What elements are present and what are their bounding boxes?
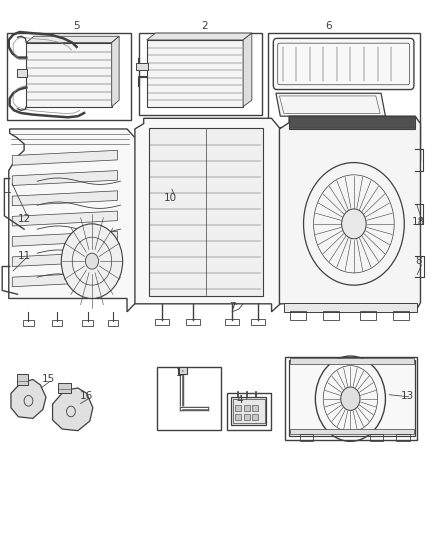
Text: 8: 8 xyxy=(415,256,422,266)
FancyBboxPatch shape xyxy=(273,38,414,90)
Polygon shape xyxy=(12,150,117,165)
Text: 5: 5 xyxy=(73,21,80,31)
Bar xyxy=(396,434,410,441)
Bar xyxy=(290,311,306,320)
Bar xyxy=(52,320,62,326)
Text: 6: 6 xyxy=(325,21,332,31)
Text: 4: 4 xyxy=(237,395,244,405)
Polygon shape xyxy=(26,43,112,107)
Bar xyxy=(370,434,383,441)
Bar xyxy=(108,320,118,326)
Bar xyxy=(227,393,271,430)
Bar xyxy=(235,414,241,420)
Polygon shape xyxy=(147,33,252,40)
Polygon shape xyxy=(9,129,136,312)
Polygon shape xyxy=(243,33,252,107)
Bar xyxy=(136,63,148,70)
Bar xyxy=(251,319,265,325)
Circle shape xyxy=(85,253,99,269)
Bar xyxy=(23,320,34,326)
Text: 1: 1 xyxy=(176,368,183,378)
Bar xyxy=(7,33,131,120)
Text: 10: 10 xyxy=(164,192,177,203)
Bar xyxy=(17,69,27,77)
Circle shape xyxy=(61,224,123,298)
Bar xyxy=(268,33,420,160)
Bar xyxy=(290,429,414,434)
Text: 15: 15 xyxy=(42,374,55,384)
Ellipse shape xyxy=(343,127,382,152)
Polygon shape xyxy=(12,171,117,185)
Bar xyxy=(323,311,339,320)
Bar xyxy=(225,319,239,325)
Polygon shape xyxy=(135,118,280,312)
Polygon shape xyxy=(11,379,46,418)
Bar xyxy=(289,360,415,436)
Bar xyxy=(186,319,200,325)
Bar xyxy=(178,367,187,374)
Bar xyxy=(244,405,250,411)
Bar xyxy=(393,311,409,320)
Polygon shape xyxy=(147,40,243,107)
Bar xyxy=(231,397,266,425)
Text: 18: 18 xyxy=(412,216,425,227)
Text: 12: 12 xyxy=(18,214,31,224)
Bar xyxy=(157,367,221,430)
Circle shape xyxy=(341,387,360,410)
Bar xyxy=(252,405,258,411)
Bar xyxy=(290,358,414,364)
Text: 11: 11 xyxy=(18,251,31,261)
Polygon shape xyxy=(12,272,117,287)
Polygon shape xyxy=(53,388,93,431)
Text: 13: 13 xyxy=(401,391,414,401)
Text: 7: 7 xyxy=(229,302,236,312)
Polygon shape xyxy=(12,252,117,266)
Polygon shape xyxy=(26,36,119,43)
Polygon shape xyxy=(12,231,117,246)
Bar xyxy=(272,127,301,152)
Bar xyxy=(233,399,265,423)
Bar xyxy=(244,414,250,420)
Polygon shape xyxy=(279,116,420,312)
Text: 16: 16 xyxy=(80,391,93,401)
Bar xyxy=(289,116,415,129)
Polygon shape xyxy=(12,211,117,226)
Polygon shape xyxy=(112,36,119,107)
Polygon shape xyxy=(12,191,117,206)
Bar xyxy=(155,319,169,325)
Bar xyxy=(139,33,262,115)
Bar xyxy=(300,434,313,441)
Bar xyxy=(252,414,258,420)
Polygon shape xyxy=(276,93,385,116)
Bar xyxy=(235,405,241,411)
Bar xyxy=(149,128,263,296)
Bar xyxy=(360,311,376,320)
Bar xyxy=(290,117,414,128)
Bar xyxy=(284,303,417,312)
Bar xyxy=(285,357,417,440)
Bar xyxy=(17,374,28,385)
Circle shape xyxy=(342,209,366,239)
Bar xyxy=(58,383,71,393)
Text: 2: 2 xyxy=(201,21,208,31)
Bar xyxy=(82,320,93,326)
